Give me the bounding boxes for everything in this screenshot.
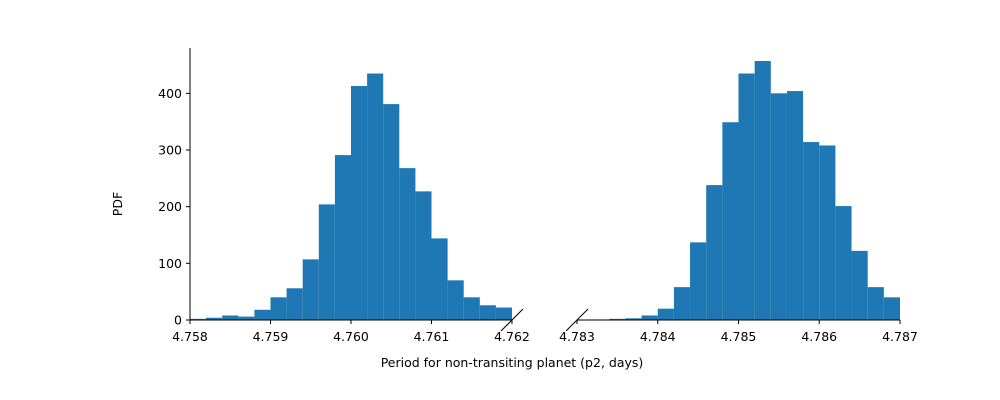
right-x-tick-label-4: 4.787 [882, 329, 918, 344]
left-bar-15 [431, 238, 448, 320]
left-bar-14 [415, 191, 432, 320]
left-break-mark [500, 308, 524, 332]
right-bar-7 [706, 185, 723, 320]
x-axis-label: Period for non-transiting planet (p2, da… [381, 355, 644, 370]
right-histogram-panel: 4.783 4.784 4.785 4.786 4.787 [559, 61, 918, 344]
right-bar-13 [803, 142, 820, 320]
left-x-tick-label-4: 4.762 [494, 329, 530, 344]
right-bar-12 [786, 91, 804, 320]
right-x-tick-label-2: 4.785 [721, 329, 757, 344]
right-ticks: 4.783 4.784 4.785 4.786 4.787 [559, 320, 918, 344]
left-y-tick-label-0: 0 [174, 313, 182, 328]
right-bar-15 [835, 206, 852, 320]
right-x-tick-label-3: 4.786 [801, 329, 837, 344]
right-bar-8 [722, 122, 739, 320]
left-y-tick-label-2: 200 [158, 199, 182, 214]
right-bar-10 [754, 61, 771, 320]
right-bar-4 [657, 308, 674, 320]
left-bar-7 [302, 259, 319, 320]
right-bar-3 [641, 315, 658, 320]
left-y-tick-label-1: 100 [158, 256, 182, 271]
left-bar-6 [286, 288, 303, 320]
left-bar-2 [222, 315, 239, 320]
right-bar-6 [690, 242, 707, 320]
left-x-tick-label-2: 4.760 [333, 329, 369, 344]
y-axis-label: PDF [110, 192, 125, 216]
left-bar-16 [447, 280, 464, 320]
left-bars [190, 73, 512, 320]
right-bar-2 [625, 318, 642, 320]
left-y-tick-label-4: 400 [158, 86, 182, 101]
right-bar-14 [819, 145, 836, 320]
left-y-tick-label-3: 300 [158, 143, 182, 158]
right-bars [593, 61, 900, 320]
right-bar-1 [609, 318, 626, 320]
left-x-tick-label-3: 4.761 [414, 329, 450, 344]
right-bar-5 [673, 287, 691, 320]
left-x-tick-label-0: 4.758 [172, 329, 208, 344]
right-bar-9 [738, 73, 755, 320]
left-bar-18 [479, 305, 496, 320]
left-x-tick-label-1: 4.759 [253, 329, 289, 344]
left-bar-4 [254, 309, 271, 320]
left-bar-17 [463, 297, 480, 320]
left-bar-11 [367, 73, 384, 320]
right-bar-18 [883, 297, 900, 320]
left-histogram-panel: 4.758 4.759 4.760 4.761 4.762 0 100 200 300 400 [158, 48, 530, 344]
left-bar-9 [334, 155, 351, 320]
right-x-tick-label-1: 4.784 [640, 329, 676, 344]
left-bar-3 [238, 316, 255, 320]
right-bar-17 [867, 287, 884, 320]
left-bar-10 [351, 85, 368, 320]
left-bar-0 [190, 318, 207, 320]
right-bar-16 [851, 250, 868, 320]
left-ticks: 4.758 4.759 4.760 4.761 4.762 0 100 200 300 400 [158, 86, 530, 344]
right-x-tick-label-0: 4.783 [559, 329, 595, 344]
left-bar-1 [206, 317, 223, 320]
left-bar-5 [270, 297, 287, 320]
left-bar-8 [318, 204, 335, 320]
left-bar-13 [399, 168, 416, 320]
left-bar-12 [383, 104, 400, 320]
right-bar-11 [770, 93, 787, 320]
left-bar-19 [495, 307, 512, 320]
right-break-mark [565, 308, 589, 332]
